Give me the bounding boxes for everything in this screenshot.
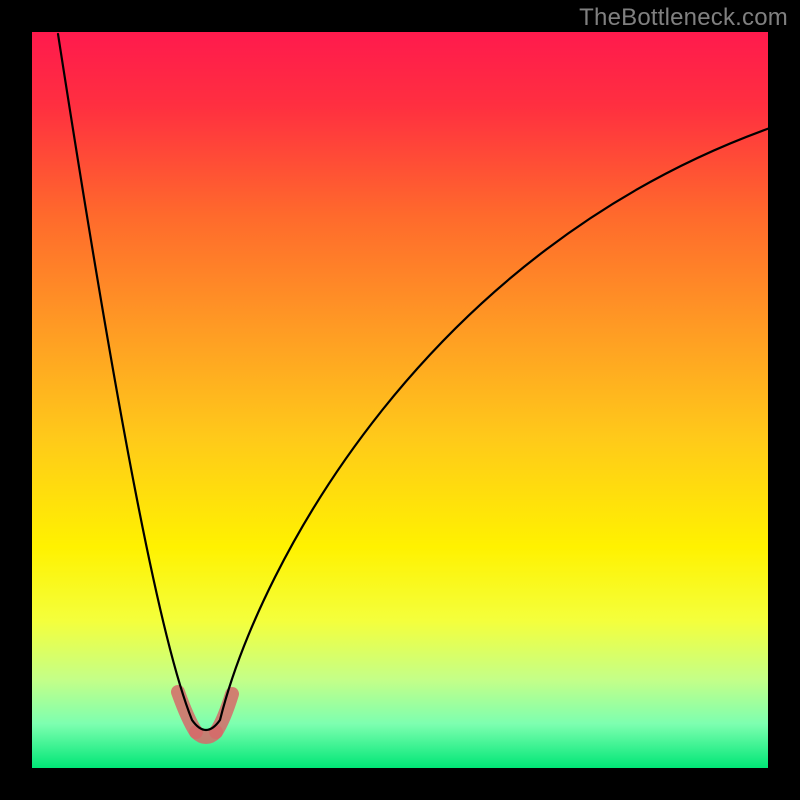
watermark-text: TheBottleneck.com — [579, 4, 788, 32]
bottleneck-chart-svg — [0, 0, 800, 800]
chart-container: TheBottleneck.com — [0, 0, 800, 800]
plot-area — [32, 32, 768, 768]
